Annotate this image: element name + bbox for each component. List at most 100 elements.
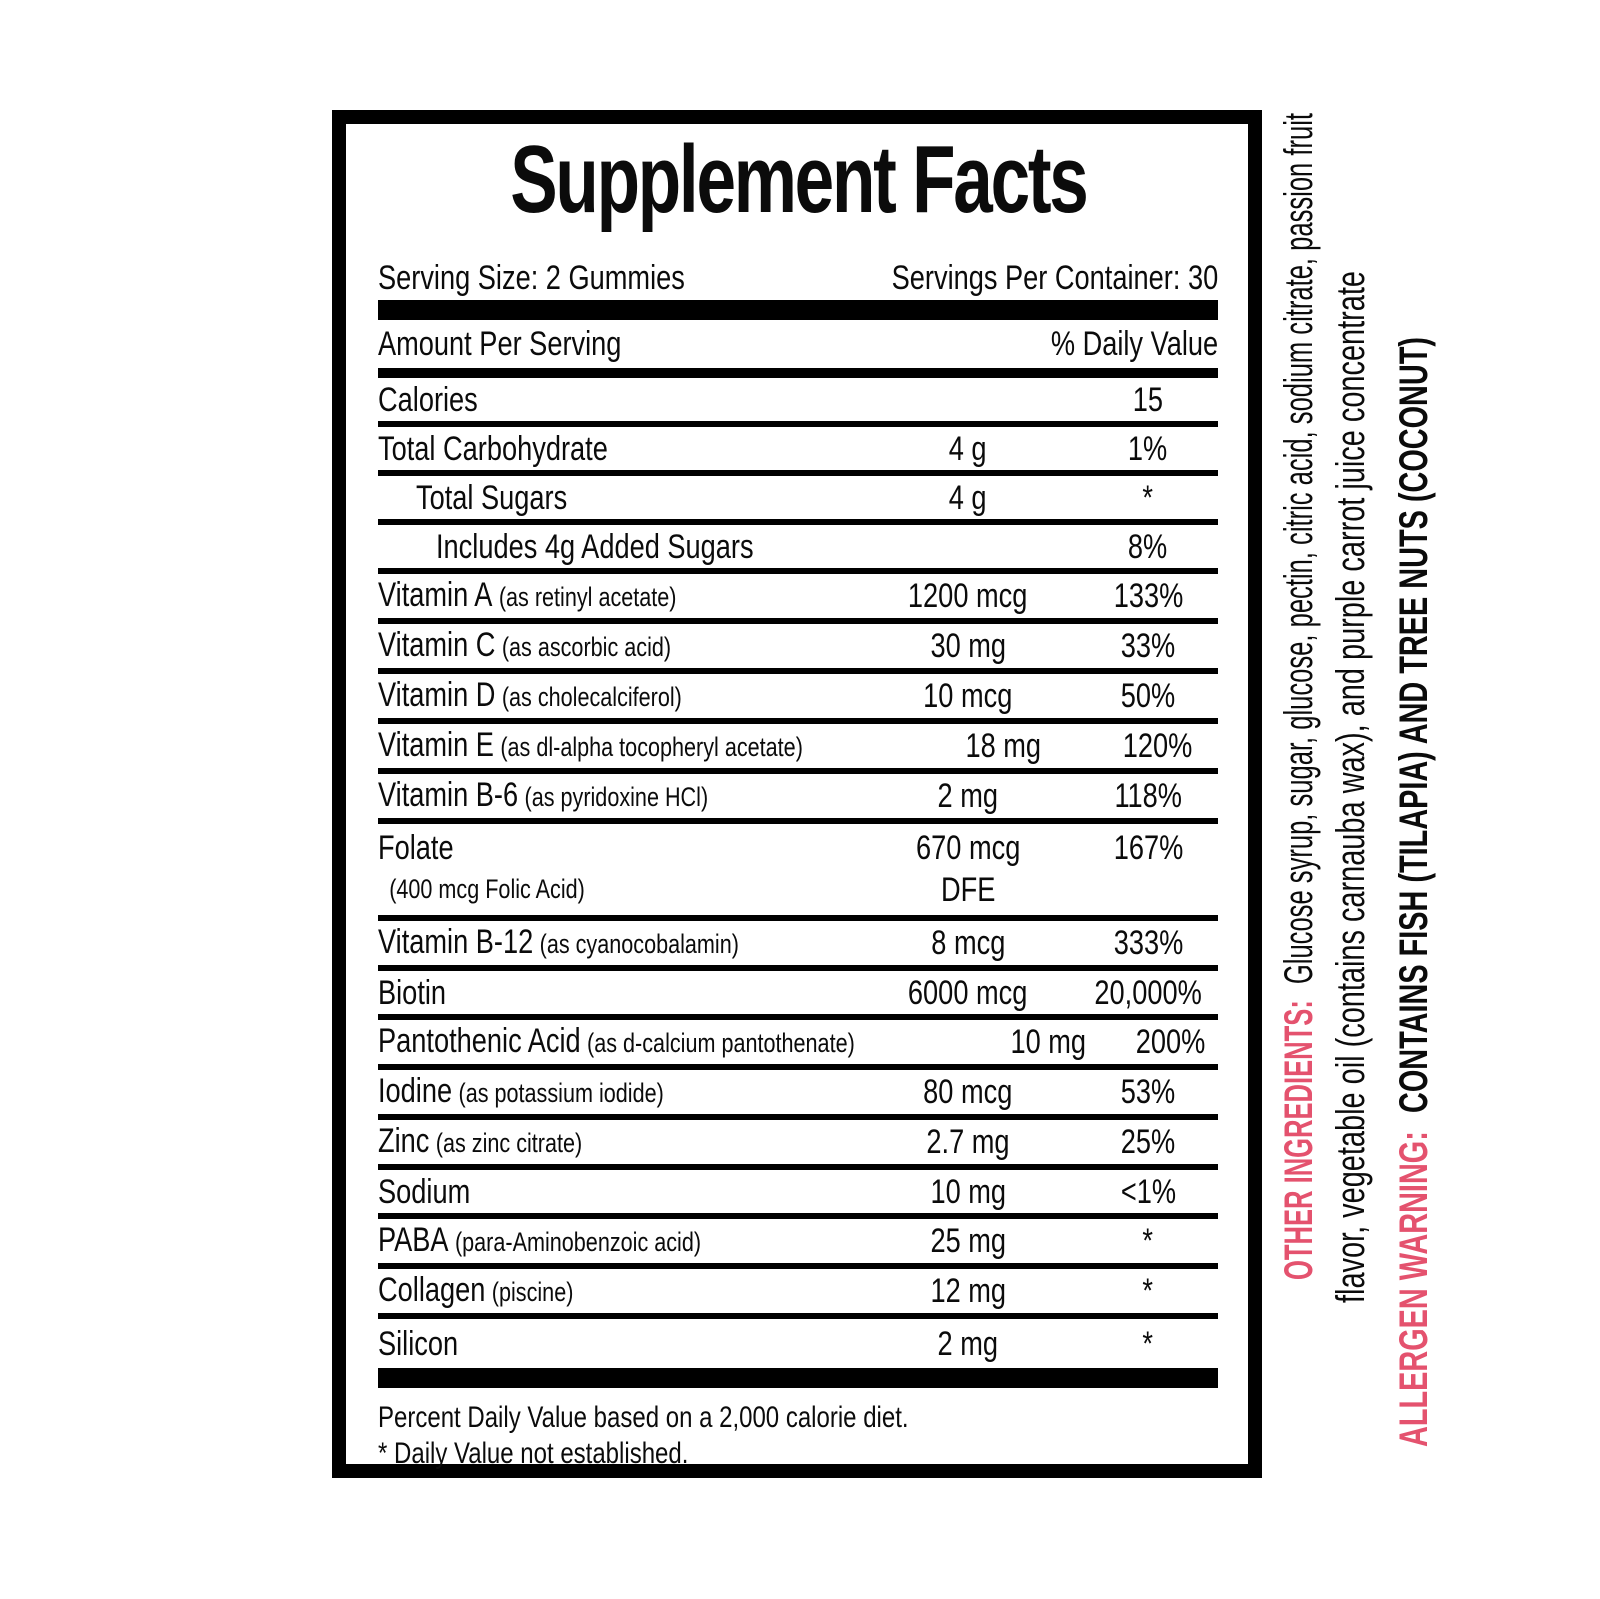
nutrient-amount-second-line: DFE bbox=[940, 871, 996, 909]
nutrient-amount-cell: 1200 mcg bbox=[858, 575, 1078, 617]
nutrient-daily-value: <1% bbox=[1120, 1172, 1176, 1211]
nutrient-daily-value-cell: 20,000% bbox=[1078, 972, 1218, 1014]
nutrient-amount-cell: 2.7 mg bbox=[858, 1121, 1078, 1163]
nutrient-name: Vitamin D bbox=[378, 676, 496, 714]
nutrient-amount-cell bbox=[858, 379, 1078, 421]
nutrient-daily-value-cell: 200% bbox=[1123, 1021, 1218, 1063]
nutrient-amount-cell: 18 mg bbox=[909, 725, 1098, 767]
nutrient-daily-value-cell: 120% bbox=[1098, 725, 1218, 767]
nutrient-daily-value: 120% bbox=[1123, 727, 1193, 765]
nutrient-amount: 10 mg bbox=[930, 1172, 1006, 1211]
table-row: Vitamin C (as ascorbic acid) 30 mg 33% bbox=[378, 624, 1218, 674]
nutrient-name: Biotin bbox=[378, 973, 447, 1012]
nutrient-name: PABA bbox=[378, 1221, 449, 1259]
allergen-warning-label: ALLERGEN WARNING: bbox=[1392, 1131, 1436, 1447]
nutrient-amount: 10 mg bbox=[1010, 1023, 1087, 1061]
footnote-line-1: Percent Daily Value based on a 2,000 cal… bbox=[378, 1401, 909, 1434]
nutrient-name: Zinc bbox=[378, 1122, 430, 1160]
nutrient-name-cell: PABA (para-Aminobenzoic acid) bbox=[378, 1219, 858, 1263]
nutrient-amount: 1200 mcg bbox=[908, 577, 1028, 615]
nutrient-amount: 25 mg bbox=[930, 1222, 1006, 1260]
nutrient-name-cell: Silicon bbox=[378, 1323, 858, 1365]
table-row: Vitamin B-12 (as cyanocobalamin) 8 mcg 333% bbox=[378, 921, 1218, 971]
table-row: Pantothenic Acid (as d-calcium pantothena… bbox=[378, 1020, 1218, 1070]
table-row: Collagen (piscine) 12 mg * bbox=[378, 1269, 1218, 1319]
serving-info-row: Serving Size: 2 Gummies Servings Per Con… bbox=[378, 256, 1218, 300]
nutrient-daily-value-cell: * bbox=[1078, 1220, 1218, 1262]
table-row: Vitamin D (as cholecalciferol) 10 mcg 50% bbox=[378, 674, 1218, 724]
allergen-warning-text: CONTAINS FISH (TILAPIA) AND TREE NUTS (C… bbox=[1392, 337, 1436, 1113]
nutrient-daily-value-cell: * bbox=[1078, 1323, 1218, 1365]
nutrient-amount-cell: 10 mg bbox=[974, 1021, 1123, 1063]
nutrient-amount: 2.7 mg bbox=[926, 1123, 1010, 1161]
nutrient-daily-value-cell: 167% bbox=[1078, 827, 1218, 869]
nutrient-daily-value: 118% bbox=[1114, 777, 1182, 815]
nutrient-amount-cell: 10 mg bbox=[858, 1171, 1078, 1213]
nutrient-amount-cell: 80 mcg bbox=[858, 1071, 1078, 1113]
nutrient-daily-value-cell: * bbox=[1078, 477, 1218, 519]
divider-medium bbox=[378, 368, 1218, 378]
table-row: Sodium 10 mg <1% bbox=[378, 1170, 1218, 1219]
nutrient-daily-value: 333% bbox=[1113, 924, 1183, 962]
nutrient-name-detail: (as dl-alpha tocopheryl acetate) bbox=[500, 732, 803, 762]
nutrient-daily-value-cell: * bbox=[1078, 1270, 1218, 1312]
table-row: Calories 15 bbox=[378, 378, 1218, 427]
nutrient-daily-value: 133% bbox=[1113, 577, 1183, 615]
nutrient-daily-value-cell: 118% bbox=[1078, 775, 1218, 817]
nutrient-name: Calories bbox=[378, 380, 478, 419]
nutrient-daily-value-cell: 8% bbox=[1078, 526, 1218, 568]
nutrient-daily-value: 20,000% bbox=[1094, 973, 1202, 1012]
nutrient-name: Pantothenic Acid bbox=[378, 1022, 581, 1060]
nutrient-name: Vitamin B-6 bbox=[378, 776, 519, 814]
nutrient-daily-value-cell: 133% bbox=[1078, 575, 1218, 617]
nutrient-daily-value: 8% bbox=[1128, 527, 1168, 566]
nutrient-amount-cell: 670 mcg DFE bbox=[858, 827, 1078, 911]
nutrient-daily-value-cell: 53% bbox=[1078, 1071, 1218, 1113]
nutrient-amount: 2 mg bbox=[937, 1324, 999, 1363]
nutrient-name-cell: Vitamin B-6 (as pyridoxine HCl) bbox=[378, 774, 858, 818]
nutrient-amount-cell: 12 mg bbox=[858, 1270, 1078, 1312]
nutrient-amount: 30 mg bbox=[930, 627, 1006, 665]
panel-title-text: Supplement Facts bbox=[509, 126, 1089, 233]
nutrient-daily-value: 50% bbox=[1120, 677, 1176, 715]
nutrient-amount: 2 mg bbox=[937, 777, 999, 815]
nutrient-amount-cell: 25 mg bbox=[858, 1220, 1078, 1262]
nutrient-daily-value-cell: 33% bbox=[1078, 625, 1218, 667]
nutrient-daily-value: * bbox=[1142, 1324, 1154, 1363]
nutrient-name-cell: Iodine (as potassium iodide) bbox=[378, 1070, 858, 1114]
nutrient-daily-value-cell: 1% bbox=[1078, 428, 1218, 470]
nutrient-amount-cell: 30 mg bbox=[858, 625, 1078, 667]
table-row: Iodine (as potassium iodide) 80 mcg 53% bbox=[378, 1070, 1218, 1120]
nutrient-name-detail: (as zinc citrate) bbox=[435, 1128, 583, 1158]
nutrient-daily-value: 33% bbox=[1120, 627, 1176, 665]
amount-per-serving-header: Amount Per Serving bbox=[378, 324, 622, 363]
nutrient-name-cell: Includes 4g Added Sugars bbox=[378, 526, 858, 568]
nutrient-name: Iodine bbox=[378, 1072, 453, 1110]
nutrient-amount-cell: 2 mg bbox=[858, 775, 1078, 817]
nutrient-name-detail: (para-Aminobenzoic acid) bbox=[454, 1227, 702, 1257]
nutrient-daily-value-cell: <1% bbox=[1078, 1171, 1218, 1213]
nutrient-daily-value: 167% bbox=[1113, 829, 1183, 867]
serving-size-label: Serving Size: 2 Gummies bbox=[378, 258, 685, 297]
nutrient-name-cell: Vitamin D (as cholecalciferol) bbox=[378, 674, 858, 718]
nutrient-amount-cell: 10 mcg bbox=[858, 675, 1078, 717]
nutrient-name-cell: Vitamin E (as dl-alpha tocopheryl acetate… bbox=[378, 724, 909, 768]
nutrient-daily-value: 200% bbox=[1135, 1023, 1206, 1061]
nutrient-amount: 18 mg bbox=[965, 727, 1042, 765]
nutrient-name-cell: Total Sugars bbox=[378, 477, 858, 519]
table-row: Includes 4g Added Sugars 8% bbox=[378, 525, 1218, 574]
table-row: Zinc (as zinc citrate) 2.7 mg 25% bbox=[378, 1120, 1218, 1170]
nutrient-daily-value: * bbox=[1142, 1222, 1154, 1260]
table-row: Silicon 2 mg * bbox=[378, 1319, 1218, 1368]
nutrient-amount: 12 mg bbox=[930, 1272, 1006, 1310]
table-row: Vitamin E (as dl-alpha tocopheryl acetate… bbox=[378, 724, 1218, 774]
nutrient-name: Total Sugars bbox=[416, 478, 568, 517]
nutrient-name: Vitamin A bbox=[378, 576, 493, 614]
supplement-facts-panel: Supplement Facts Serving Size: 2 Gummies… bbox=[332, 110, 1262, 1478]
nutrient-name: Silicon bbox=[378, 1324, 459, 1363]
nutrient-amount-cell: 4 g bbox=[858, 477, 1078, 519]
divider-thick-bottom bbox=[378, 1368, 1218, 1388]
nutrient-amount: 4 g bbox=[949, 478, 987, 517]
nutrient-daily-value: 1% bbox=[1128, 429, 1168, 468]
other-ingredients-label: OTHER INGREDIENTS: bbox=[1277, 1000, 1321, 1280]
